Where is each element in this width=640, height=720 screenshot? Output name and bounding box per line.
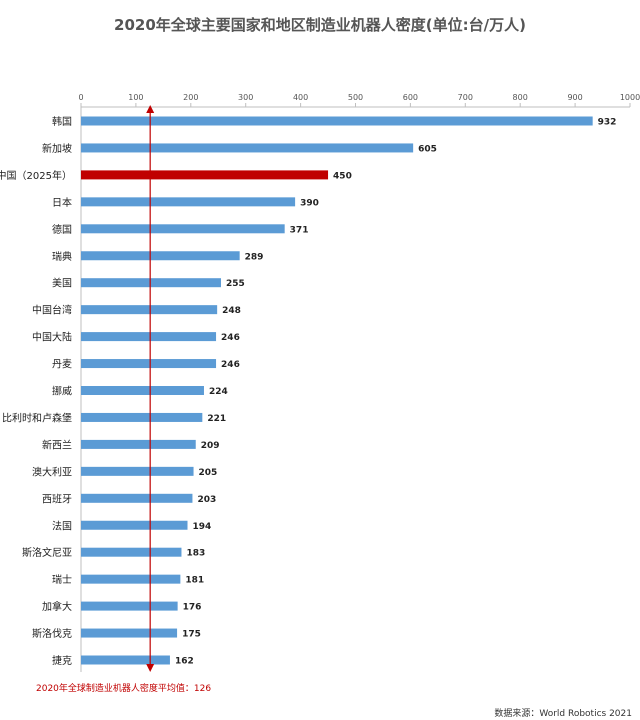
x-tick-label: 500	[348, 93, 363, 102]
category-label: 法国	[52, 519, 72, 532]
category-label: 西班牙	[42, 493, 72, 505]
bar	[81, 656, 170, 665]
category-label: 韩国	[52, 115, 72, 128]
reference-arrow-up	[146, 105, 154, 113]
bar	[81, 494, 192, 503]
value-label: 390	[300, 198, 319, 208]
category-label: 挪威	[52, 385, 72, 398]
value-label: 450	[333, 171, 352, 181]
bar	[81, 197, 295, 206]
bar	[81, 386, 204, 395]
category-label: 澳大利亚	[32, 465, 72, 478]
bar	[81, 170, 328, 179]
value-label: 194	[193, 522, 212, 532]
value-label: 248	[222, 306, 241, 316]
category-label: 丹麦	[52, 359, 72, 371]
value-label: 371	[290, 225, 309, 235]
x-tick-label: 100	[128, 93, 143, 102]
category-label: 捷克	[52, 654, 72, 667]
value-label: 175	[182, 630, 201, 640]
category-label: 新加坡	[42, 142, 72, 155]
category-label: 斯洛文尼亚	[22, 546, 72, 559]
value-label: 224	[209, 387, 228, 397]
value-label: 255	[226, 279, 245, 289]
x-tick-label: 1000	[620, 93, 640, 102]
bar	[81, 117, 593, 126]
category-label: 德国	[52, 223, 72, 236]
bar	[81, 629, 177, 638]
value-label: 203	[197, 495, 216, 505]
x-tick-label: 800	[513, 93, 528, 102]
value-label: 209	[201, 441, 220, 451]
bar	[81, 305, 217, 314]
category-label: 美国	[52, 277, 72, 290]
category-label: 瑞士	[52, 573, 72, 586]
bar	[81, 467, 194, 476]
value-label: 932	[598, 118, 617, 128]
category-label: 比利时和卢森堡	[2, 411, 72, 424]
x-tick-label: 200	[183, 93, 198, 102]
bar	[81, 359, 216, 368]
bar	[81, 251, 240, 260]
value-label: 205	[199, 468, 218, 478]
bar	[81, 440, 196, 449]
bar	[81, 413, 202, 422]
x-tick-label: 600	[403, 93, 418, 102]
category-label: 中国大陆	[32, 331, 72, 344]
data-source: 数据来源：World Robotics 2021	[494, 706, 632, 719]
category-label: 日本	[52, 196, 72, 209]
value-label: 162	[175, 657, 194, 667]
category-label: 新西兰	[42, 438, 72, 451]
x-tick-label: 300	[238, 93, 253, 102]
bar	[81, 602, 178, 611]
bar	[81, 548, 181, 557]
x-tick-label: 0	[78, 93, 83, 102]
x-tick-label: 700	[458, 93, 473, 102]
category-label: 瑞典	[52, 250, 72, 263]
value-label: 246	[221, 333, 240, 343]
category-label: 加拿大	[42, 600, 72, 613]
value-label: 176	[183, 603, 202, 613]
bar	[81, 143, 413, 152]
bar	[81, 521, 188, 530]
value-label: 183	[186, 549, 205, 559]
value-label: 181	[185, 576, 204, 586]
category-label: 中国台湾	[32, 304, 72, 317]
average-footnote: 2020年全球制造业机器人密度平均值：126	[36, 681, 211, 694]
value-label: 221	[207, 414, 226, 424]
bar	[81, 332, 216, 341]
bar	[81, 575, 180, 584]
reference-arrow-down	[146, 664, 154, 672]
x-tick-label: 900	[567, 93, 582, 102]
value-label: 605	[418, 144, 437, 154]
category-label: 斯洛伐克	[32, 627, 72, 640]
bar	[81, 278, 221, 287]
value-label: 289	[245, 252, 264, 262]
category-label: 中国（2025年）	[0, 169, 72, 182]
value-label: 246	[221, 360, 240, 370]
bar	[81, 224, 285, 233]
x-tick-label: 400	[293, 93, 308, 102]
